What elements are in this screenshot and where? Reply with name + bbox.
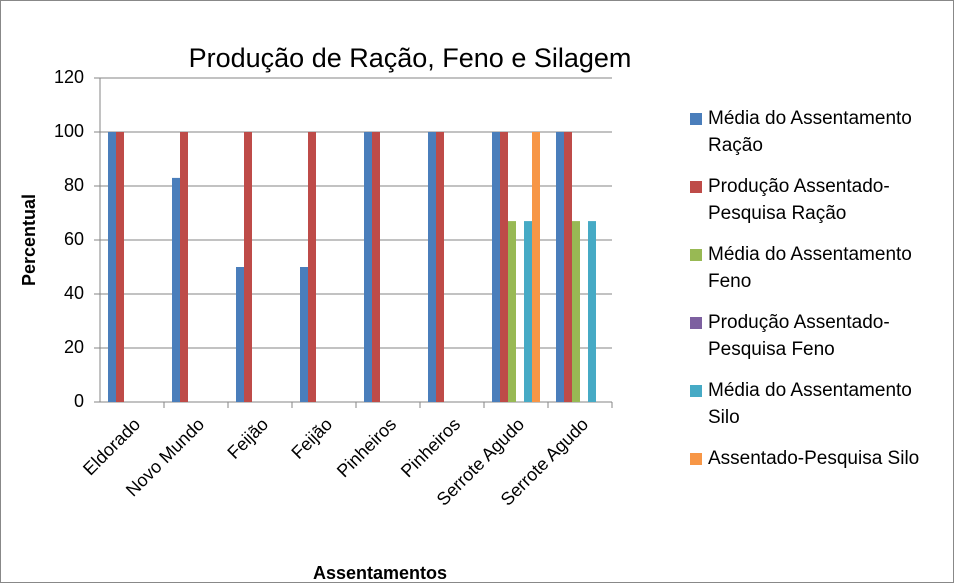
bar [500, 132, 508, 402]
y-tick-label: 0 [74, 391, 84, 411]
legend-entry: Produção Assentado-Pesquisa Feno [690, 309, 935, 363]
y-tick-label: 100 [54, 121, 84, 141]
y-tick-label: 120 [54, 67, 84, 87]
legend-label: Produção Assentado-Pesquisa Ração [708, 176, 890, 224]
bar [308, 132, 316, 402]
legend-label: Média do Assentamento Feno [708, 244, 912, 292]
legend-entry: Média do Assentamento Silo [690, 377, 935, 431]
bar [524, 221, 532, 402]
legend-swatch [690, 249, 702, 261]
x-axis-title: Assentamentos [313, 563, 447, 583]
legend-entry: Média do Assentamento Ração [690, 105, 935, 159]
legend-swatch [690, 385, 702, 397]
y-tick-label: 80 [64, 175, 84, 195]
bar [372, 132, 380, 402]
bar [180, 132, 188, 402]
legend-swatch [690, 317, 702, 329]
legend: Média do Assentamento Ração Produção Asse… [690, 105, 935, 486]
legend-entry: Média do Assentamento Feno [690, 241, 935, 295]
bar [556, 132, 564, 402]
legend-entry: Assentado-Pesquisa Silo [690, 445, 935, 472]
bar [108, 132, 116, 402]
y-axis-title: Percentual [19, 194, 39, 286]
bar [588, 221, 596, 402]
bar [492, 132, 500, 402]
bar [436, 132, 444, 402]
y-tick-label: 20 [64, 337, 84, 357]
legend-label: Média do Assentamento Ração [708, 108, 912, 156]
bar [572, 221, 580, 402]
y-tick-label: 60 [64, 229, 84, 249]
bar [244, 132, 252, 402]
legend-label: Produção Assentado-Pesquisa Feno [708, 312, 890, 360]
bar [236, 267, 244, 402]
chart-title: Produção de Ração, Feno e Silagem [189, 43, 632, 73]
bar [564, 132, 572, 402]
legend-label: Assentado-Pesquisa Silo [708, 448, 920, 469]
legend-swatch [690, 453, 702, 465]
bar [364, 132, 372, 402]
bar [300, 267, 308, 402]
bar [508, 221, 516, 402]
legend-entry: Produção Assentado-Pesquisa Ração [690, 173, 935, 227]
bar [172, 177, 180, 402]
legend-swatch [690, 181, 702, 193]
bar [532, 132, 540, 402]
bar [428, 132, 436, 402]
y-tick-label: 40 [64, 283, 84, 303]
bar [116, 132, 124, 402]
legend-label: Média do Assentamento Silo [708, 380, 912, 428]
legend-swatch [690, 113, 702, 125]
